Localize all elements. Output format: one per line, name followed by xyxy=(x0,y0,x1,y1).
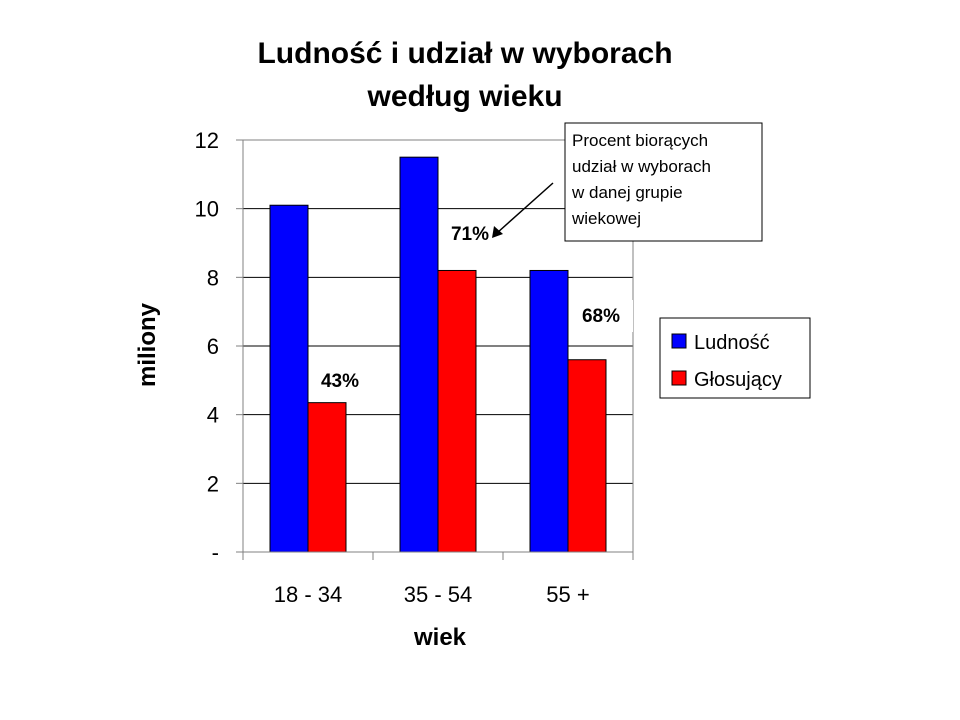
bar-glosujacy-2 xyxy=(567,359,607,553)
y-tick-label-2: 4 xyxy=(207,403,219,428)
bar-labels: 43% 71% 68% xyxy=(321,224,633,392)
bar-ludnosc-1 xyxy=(399,156,439,553)
legend: Ludność Głosujący xyxy=(659,317,811,399)
legend-label-glosujacy: Głosujący xyxy=(694,369,782,391)
bar-label-2: 68% xyxy=(582,306,620,327)
y-tick-label-6: 12 xyxy=(195,128,219,153)
callout-arrowhead xyxy=(492,226,503,238)
legend-label-ludnosc: Ludność xyxy=(694,332,770,354)
chart-title-line-1: Ludność i udział w wyborach xyxy=(257,37,672,70)
callout-line-1: Procent biorących xyxy=(572,131,708,150)
bar-ludnosc-0 xyxy=(269,204,309,553)
chart-title-line-2: według wieku xyxy=(366,80,562,113)
callout-box xyxy=(564,122,763,242)
axes: - 2 4 6 8 10 12 18 - 34 35 - 54 55 + xyxy=(195,128,634,607)
bar-ludnosc-2 xyxy=(529,269,569,553)
y-tick-label-3: 6 xyxy=(207,334,219,359)
x-tick-label-1: 35 - 54 xyxy=(404,582,473,607)
bars xyxy=(269,156,607,553)
bar-label-bg-2 xyxy=(569,300,633,332)
legend-swatch-ludnosc xyxy=(671,333,687,349)
bar-label-1: 71% xyxy=(451,224,489,245)
x-axis-label: wiek xyxy=(413,624,467,651)
bar-label-0: 43% xyxy=(321,371,359,392)
y-axis-label: miliony xyxy=(134,302,161,387)
y-tick-label-5: 10 xyxy=(195,197,219,222)
y-tick-label-0: - xyxy=(212,540,219,565)
callout-line-2: udział w wyborach xyxy=(572,157,711,176)
callout-arrow-line xyxy=(496,182,554,234)
callout-line-3: w danej grupie xyxy=(571,183,683,202)
y-tick-label-4: 8 xyxy=(207,265,219,290)
y-tick-label-1: 2 xyxy=(207,471,219,496)
callout-annotation: Procent biorących udział w wyborach w da… xyxy=(492,122,763,242)
legend-swatch-glosujacy xyxy=(671,370,687,386)
bar-glosujacy-1 xyxy=(437,269,477,553)
callout-line-4: wiekowej xyxy=(571,209,641,228)
bar-glosujacy-0 xyxy=(307,402,347,553)
x-tick-label-0: 18 - 34 xyxy=(274,582,343,607)
x-tick-label-2: 55 + xyxy=(546,582,589,607)
